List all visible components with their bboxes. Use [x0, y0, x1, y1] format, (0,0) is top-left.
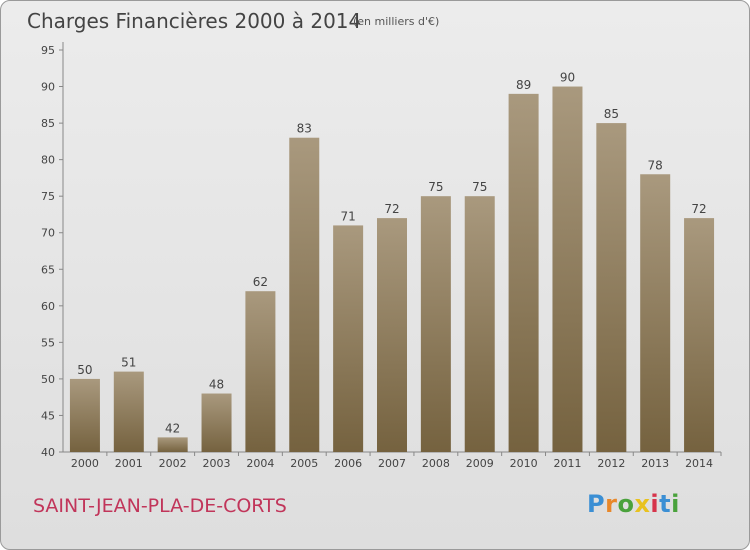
bar-value-label: 75: [428, 180, 443, 194]
logo-letter: P: [587, 490, 606, 518]
logo-letter: o: [617, 490, 635, 518]
x-tick-label: 2011: [553, 457, 581, 470]
logo-letter: x: [634, 490, 651, 518]
bar-value-label: 42: [165, 421, 180, 435]
y-tick-label: 50: [41, 373, 55, 386]
y-tick-label: 60: [41, 300, 55, 313]
x-tick-label: 2000: [71, 457, 99, 470]
x-tick-label: 2014: [685, 457, 713, 470]
bar-value-label: 71: [340, 209, 355, 223]
bar-value-label: 50: [77, 363, 92, 377]
x-tick-label: 2002: [159, 457, 187, 470]
logo-letter: i: [650, 490, 660, 518]
chart-title: Charges Financières 2000 à 2014: [27, 9, 362, 33]
bar: [596, 123, 627, 452]
bar: [69, 378, 100, 452]
bar: [552, 86, 583, 452]
x-tick-label: 2008: [422, 457, 450, 470]
logo-letter: t: [659, 490, 672, 518]
y-tick-label: 85: [41, 117, 55, 130]
logo-letter: i: [671, 490, 680, 518]
x-tick-label: 2004: [246, 457, 274, 470]
bar-value-label: 62: [253, 275, 268, 289]
y-tick-label: 40: [41, 446, 55, 459]
bar-value-label: 90: [560, 71, 575, 85]
proxiti-logo[interactable]: Proxiti: [587, 490, 680, 518]
y-tick-label: 55: [41, 336, 55, 349]
x-tick-label: 2009: [466, 457, 494, 470]
x-tick-label: 2003: [203, 457, 231, 470]
x-tick-label: 2001: [115, 457, 143, 470]
bar: [464, 196, 495, 452]
y-tick-label: 75: [41, 190, 55, 203]
y-tick-label: 95: [41, 44, 55, 57]
x-tick-label: 2006: [334, 457, 362, 470]
x-tick-label: 2005: [290, 457, 318, 470]
bar-value-label: 83: [297, 122, 312, 136]
bar: [508, 93, 539, 452]
logo-letter: r: [605, 490, 618, 518]
bar-value-label: 72: [384, 202, 399, 216]
commune-name: SAINT-JEAN-PLA-DE-CORTS: [33, 495, 287, 517]
bar: [113, 371, 144, 452]
bar-value-label: 89: [516, 78, 531, 92]
bar-value-label: 51: [121, 356, 136, 370]
x-tick-label: 2007: [378, 457, 406, 470]
bar-value-label: 85: [604, 107, 619, 121]
bar: [684, 218, 715, 452]
bar: [420, 196, 451, 452]
y-tick-label: 65: [41, 263, 55, 276]
bar: [333, 225, 364, 452]
x-tick-label: 2012: [597, 457, 625, 470]
x-tick-label: 2013: [641, 457, 669, 470]
bar: [640, 174, 671, 452]
x-tick-label: 2010: [510, 457, 538, 470]
bar-value-label: 72: [691, 202, 706, 216]
y-tick-label: 45: [41, 409, 55, 422]
y-tick-label: 80: [41, 154, 55, 167]
y-tick-label: 70: [41, 227, 55, 240]
bar: [201, 393, 232, 452]
bar: [377, 218, 407, 452]
bar: [289, 137, 320, 452]
chart-subtitle: (en milliers d'€): [353, 15, 440, 28]
bar: [157, 437, 188, 452]
bar-value-label: 75: [472, 180, 487, 194]
bar: [245, 291, 276, 452]
bar-value-label: 48: [209, 378, 224, 392]
bar-value-label: 78: [648, 158, 663, 172]
y-tick-label: 90: [41, 81, 55, 94]
